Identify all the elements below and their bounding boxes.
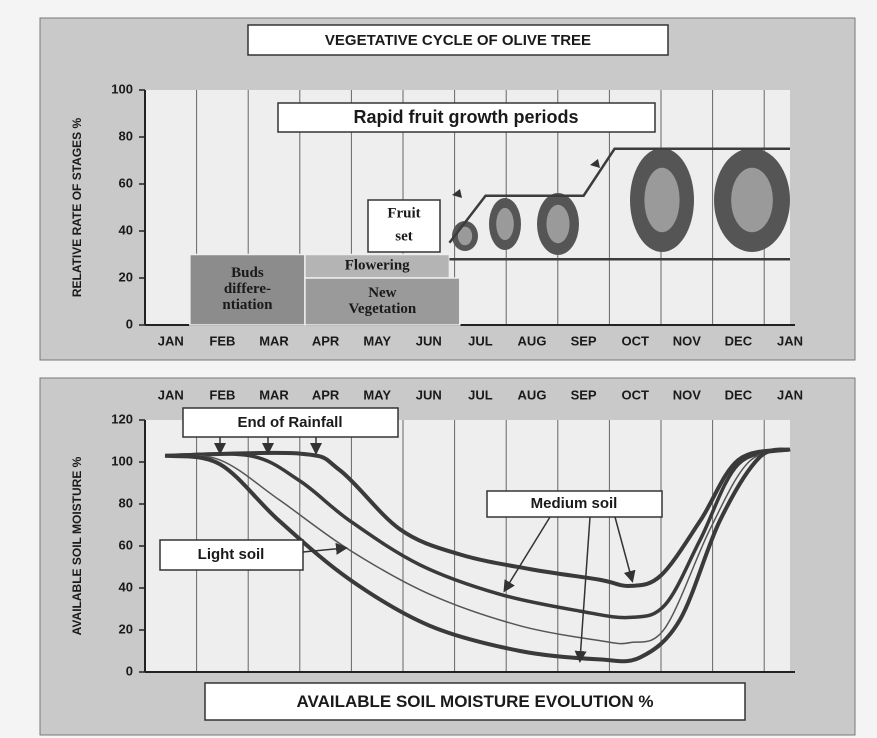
label-box bbox=[277, 102, 656, 133]
y-tick-label: 80 bbox=[119, 128, 133, 143]
y-tick-label: 100 bbox=[111, 81, 133, 96]
annotation: End of Rainfall bbox=[238, 414, 343, 431]
x-tick-label: JAN bbox=[777, 387, 803, 402]
x-tick-label: AUG bbox=[518, 333, 547, 348]
y-tick-label: 20 bbox=[119, 621, 133, 636]
olive-inner bbox=[731, 167, 773, 233]
olive-inner bbox=[644, 167, 680, 233]
label-box bbox=[204, 682, 746, 721]
x-tick-label: NOV bbox=[673, 387, 702, 402]
y-tick-label: 0 bbox=[126, 663, 133, 678]
olive-inner bbox=[496, 207, 514, 241]
x-tick-label: FEB bbox=[209, 333, 235, 348]
chart-title: VEGETATIVE CYCLE OF OLIVE TREE bbox=[325, 32, 591, 49]
moisture-line bbox=[165, 448, 791, 645]
marker bbox=[452, 189, 462, 198]
x-tick-label: SEP bbox=[571, 387, 597, 402]
label-box bbox=[486, 490, 663, 518]
arrow bbox=[614, 516, 636, 583]
arrow bbox=[302, 542, 348, 555]
x-tick-label: MAR bbox=[259, 387, 289, 402]
moisture-line bbox=[164, 447, 791, 664]
y-tick-label: 60 bbox=[119, 537, 133, 552]
x-tick-label: NOV bbox=[673, 333, 702, 348]
stage-label: differe- bbox=[224, 281, 271, 297]
label-box bbox=[367, 199, 441, 253]
x-tick-label: APR bbox=[312, 387, 340, 402]
x-tick-label: OCT bbox=[621, 333, 649, 348]
moisture-line bbox=[165, 447, 791, 588]
annotation: Fruit bbox=[387, 205, 420, 221]
x-tick-label: MAR bbox=[259, 333, 289, 348]
arrow bbox=[574, 516, 591, 663]
label-box bbox=[247, 24, 669, 56]
y-tick-label: 120 bbox=[111, 411, 133, 426]
growth-line bbox=[448, 147, 790, 244]
stage-label: ntiation bbox=[222, 297, 273, 313]
annotation: Rapid fruit growth periods bbox=[354, 107, 579, 127]
y-tick-label: 100 bbox=[111, 453, 133, 468]
x-tick-label: OCT bbox=[621, 387, 649, 402]
x-tick-label: MAY bbox=[363, 333, 391, 348]
stage-bar bbox=[304, 277, 461, 326]
annotation: set bbox=[395, 228, 413, 244]
stage-label: New bbox=[368, 285, 396, 301]
y-tick-label: 40 bbox=[119, 222, 133, 237]
x-tick-label: APR bbox=[312, 333, 340, 348]
stage-label: Buds bbox=[231, 265, 264, 281]
y-tick-label: 60 bbox=[119, 175, 133, 190]
y-tick-label: 40 bbox=[119, 579, 133, 594]
x-tick-label: SEP bbox=[571, 333, 597, 348]
x-tick-label: JAN bbox=[777, 333, 803, 348]
x-tick-label: MAY bbox=[363, 387, 391, 402]
x-tick-label: DEC bbox=[725, 333, 753, 348]
olive-inner bbox=[457, 226, 473, 246]
y-tick-label: 80 bbox=[119, 495, 133, 510]
x-tick-label: FEB bbox=[209, 387, 235, 402]
marker bbox=[590, 159, 600, 168]
x-tick-label: JAN bbox=[158, 387, 184, 402]
annotation: Medium soil bbox=[531, 495, 618, 512]
y-axis-label: RELATIVE RATE OF STAGES % bbox=[70, 117, 84, 297]
y-axis-label: AVAILABLE SOIL MOISTURE % bbox=[70, 456, 84, 635]
x-tick-label: JAN bbox=[158, 333, 184, 348]
x-tick-label: JUN bbox=[416, 387, 442, 402]
stage-label: Flowering bbox=[345, 258, 410, 274]
label-box bbox=[182, 407, 399, 438]
x-tick-label: AUG bbox=[518, 387, 547, 402]
y-tick-label: 20 bbox=[119, 269, 133, 284]
arrow bbox=[503, 516, 551, 593]
x-tick-label: JUN bbox=[416, 333, 442, 348]
olive-inner bbox=[546, 204, 570, 244]
x-tick-label: JUL bbox=[468, 387, 493, 402]
label-box bbox=[159, 539, 304, 571]
y-tick-label: 0 bbox=[126, 316, 133, 331]
chart-title: AVAILABLE SOIL MOISTURE EVOLUTION % bbox=[296, 692, 653, 711]
stage-bar bbox=[189, 253, 306, 326]
moisture-line bbox=[165, 447, 791, 620]
stage-label: Vegetation bbox=[348, 301, 416, 317]
annotation: Light soil bbox=[198, 546, 265, 563]
x-tick-label: JUL bbox=[468, 333, 493, 348]
x-tick-label: DEC bbox=[725, 387, 753, 402]
